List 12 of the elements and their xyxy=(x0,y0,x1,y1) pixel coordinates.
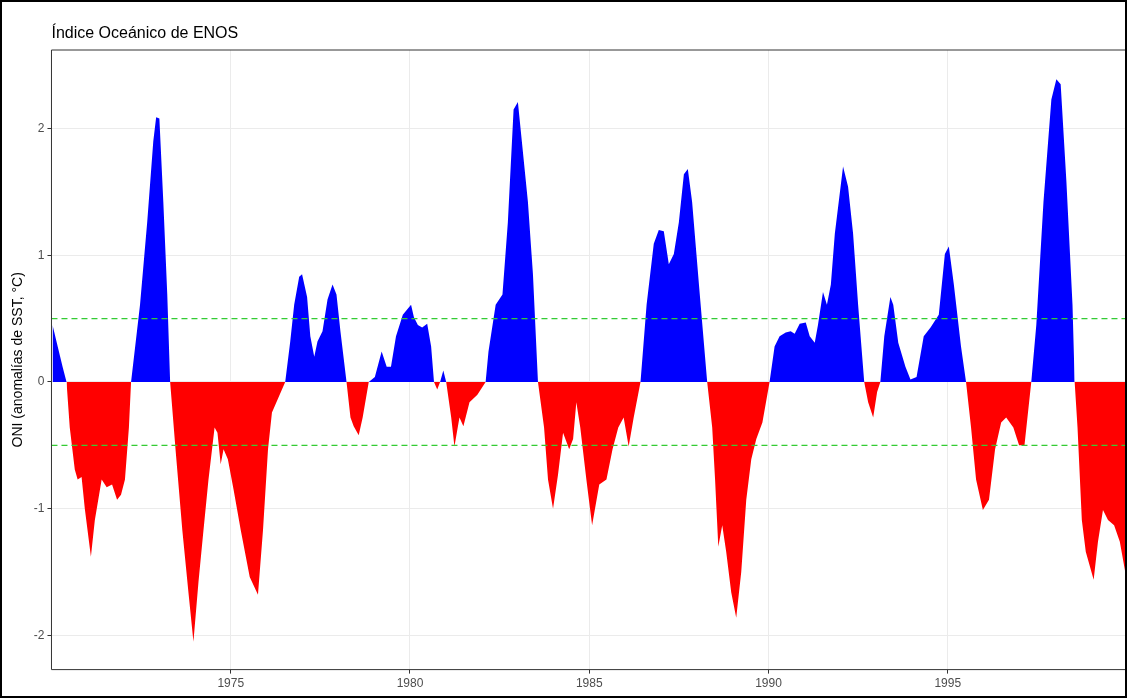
x-tick-label: 1995 xyxy=(934,676,962,691)
y-tick-label: -1 xyxy=(33,500,45,515)
x-tick-label: 1990 xyxy=(755,676,783,691)
chart-title: Índice Oceánico de ENOS xyxy=(51,23,239,41)
y-axis-title: ONI (anomalías de SST, °C) xyxy=(9,272,26,448)
x-tick-label: 1985 xyxy=(575,676,603,691)
x-tick-label: 1975 xyxy=(217,676,245,691)
y-tick-label: 2 xyxy=(37,120,45,135)
x-tick-label: 1980 xyxy=(396,676,424,691)
y-tick-label: 0 xyxy=(37,374,45,389)
y-tick-label: -2 xyxy=(33,627,45,642)
y-tick-label: 1 xyxy=(37,247,45,262)
